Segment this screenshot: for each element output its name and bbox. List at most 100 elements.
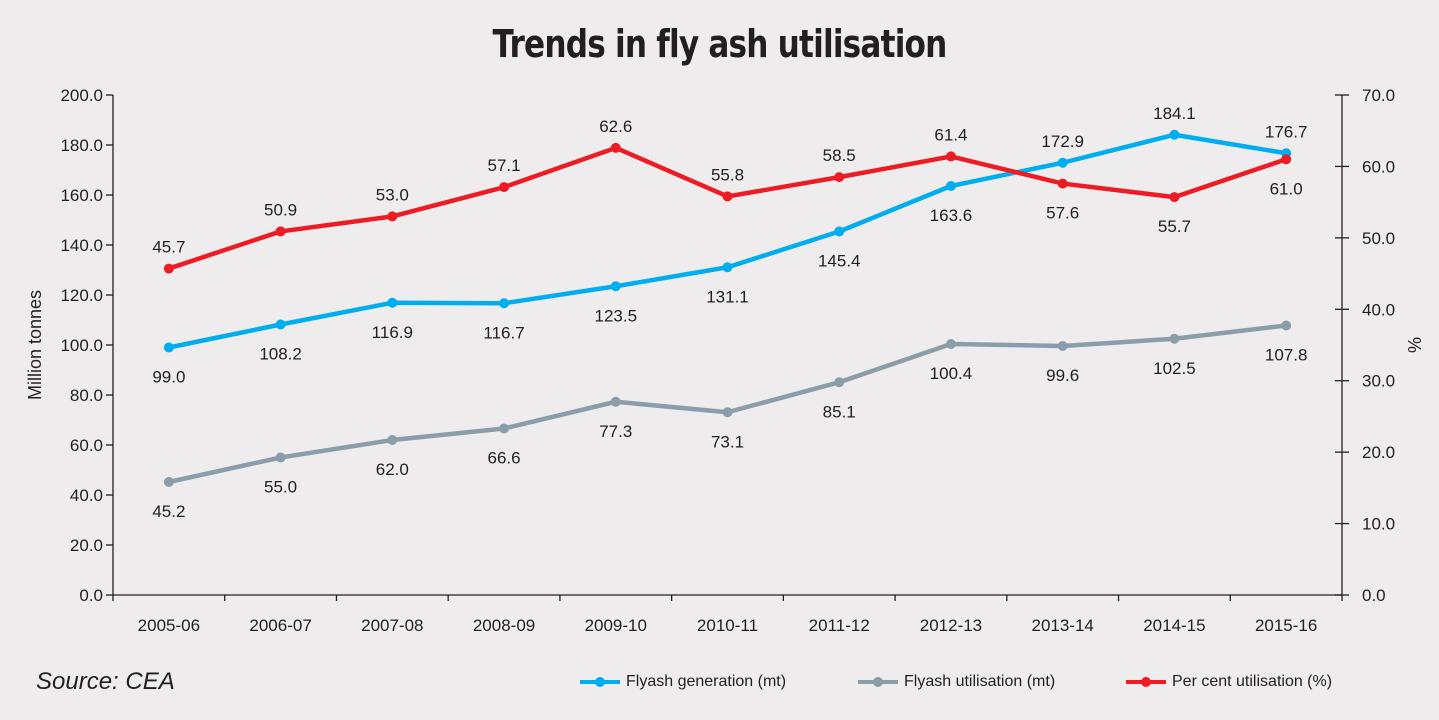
data-label: 131.1	[706, 287, 749, 306]
data-label: 57.1	[487, 156, 520, 175]
y-tick-label: 180.0	[60, 136, 103, 155]
data-point	[945, 339, 956, 349]
y-tick-label: 100.0	[60, 336, 103, 355]
y-tick-label: 20.0	[70, 536, 103, 555]
chart-title: Trends in fly ash utilisation	[492, 22, 947, 66]
x-tick-label: 2007-08	[361, 616, 423, 635]
data-label: 57.6	[1046, 204, 1079, 223]
y2-tick-label: 70.0	[1362, 86, 1395, 105]
data-point	[499, 423, 510, 434]
data-label: 45.2	[152, 502, 185, 521]
data-label: 61.4	[934, 125, 967, 144]
data-label: 99.0	[152, 368, 185, 387]
data-label: 184.1	[1153, 104, 1196, 123]
data-point	[1057, 341, 1068, 351]
data-point	[610, 281, 621, 292]
legend-item-generation: Flyash generation (mt)	[578, 673, 786, 691]
data-label: 50.9	[264, 200, 297, 219]
data-point	[610, 142, 621, 153]
y2-tick-label: 20.0	[1362, 443, 1395, 462]
y2-tick-label: 40.0	[1362, 300, 1395, 319]
y2-tick-label: 10.0	[1362, 515, 1395, 534]
data-point	[163, 263, 174, 274]
data-label: 62.0	[376, 460, 409, 479]
data-point	[1057, 178, 1068, 189]
data-point	[1281, 154, 1292, 165]
data-point	[499, 298, 510, 309]
data-point	[499, 182, 510, 193]
data-point	[1281, 320, 1292, 331]
data-label: 55.0	[264, 478, 297, 497]
data-point	[275, 226, 286, 237]
data-point	[834, 377, 845, 388]
data-label: 163.6	[930, 206, 973, 225]
data-label: 45.7	[152, 238, 185, 257]
data-point	[722, 262, 733, 273]
x-tick-label: 2011-12	[809, 616, 870, 635]
data-label: 176.7	[1265, 122, 1308, 141]
data-label: 58.5	[823, 146, 856, 165]
x-tick-label: 2009-10	[585, 616, 647, 635]
data-label: 85.1	[823, 402, 856, 421]
y-tick-label: 140.0	[60, 236, 103, 255]
data-label: 53.0	[376, 185, 409, 204]
data-label: 61.0	[1270, 179, 1303, 198]
y-tick-label: 200.0	[60, 86, 103, 105]
data-label: 100.4	[930, 364, 973, 383]
legend-label: Flyash generation (mt)	[626, 673, 787, 690]
x-tick-label: 2010-11	[697, 616, 758, 635]
y-tick-label: 120.0	[60, 286, 103, 305]
legend-marker-icon	[580, 677, 620, 687]
data-point	[722, 191, 733, 202]
data-point	[1169, 192, 1180, 203]
y-tick-label: 0.0	[79, 586, 103, 605]
data-label: 99.6	[1046, 366, 1079, 385]
data-point	[387, 435, 398, 445]
data-point	[163, 342, 174, 353]
data-label: 77.3	[599, 422, 632, 441]
legend-label: Flyash utilisation (mt)	[904, 673, 1056, 690]
data-label: 107.8	[1265, 346, 1308, 365]
data-label: 116.7	[483, 323, 524, 342]
data-point	[834, 172, 845, 183]
legend-label: Per cent utilisation (%)	[1172, 673, 1333, 690]
y-tick-label: 80.0	[70, 386, 103, 405]
data-point	[610, 396, 621, 407]
x-tick-label: 2005-06	[138, 616, 200, 635]
y2-axis-title: %	[1404, 337, 1424, 353]
data-label: 55.7	[1158, 217, 1191, 236]
data-point	[945, 151, 956, 162]
data-label: 73.1	[711, 432, 744, 451]
data-label: 123.5	[594, 306, 637, 325]
series-lines	[163, 129, 1292, 487]
data-point	[834, 226, 845, 237]
data-label: 145.4	[818, 252, 861, 271]
x-tick-label: 2012-13	[920, 616, 982, 635]
data-point	[1169, 129, 1180, 140]
legend-marker-icon	[1126, 677, 1166, 687]
y-tick-label: 160.0	[60, 186, 103, 205]
y-axis-title: Million tonnes	[25, 290, 45, 400]
data-point	[387, 297, 398, 308]
y-tick-label: 40.0	[70, 486, 103, 505]
y2-tick-label: 0.0	[1362, 586, 1386, 605]
legend-item-utilisation: Flyash utilisation (mt)	[856, 673, 1055, 691]
data-point	[163, 477, 174, 487]
x-tick-label: 2013-14	[1031, 616, 1093, 635]
x-tick-label: 2014-15	[1143, 616, 1205, 635]
y-tick-label: 60.0	[70, 436, 103, 455]
data-point	[275, 319, 286, 330]
data-label: 102.5	[1153, 359, 1196, 378]
data-label: 62.6	[599, 117, 632, 136]
data-point	[387, 211, 398, 222]
x-tick-label: 2006-07	[249, 616, 311, 635]
data-label: 172.9	[1041, 132, 1084, 151]
data-label: 108.2	[259, 345, 302, 364]
y2-tick-label: 60.0	[1362, 157, 1395, 176]
data-point	[722, 407, 733, 418]
data-labels: 99.0 108.2 116.9 116.7 123.5 131.1 145.4 163.6 1…	[152, 104, 1307, 521]
x-tick-label: 2015-16	[1255, 616, 1317, 635]
data-point	[275, 452, 286, 463]
y2-tick-label: 50.0	[1362, 229, 1395, 248]
